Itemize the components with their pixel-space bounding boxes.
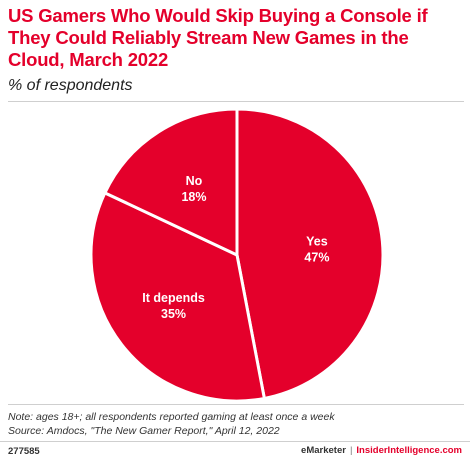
pie-slice-no [103,107,239,257]
slice-label-yes: Yes [306,234,328,248]
source-text: Source: Amdocs, "The New Gamer Report," … [8,425,280,437]
slice-value-yes: 47% [304,250,329,264]
footnote: Note: ages 18+; all respondents reported… [8,410,335,438]
top-divider [8,101,464,102]
chart-subtitle: % of respondents [8,77,133,94]
slice-value-it-depends: 35% [161,307,186,321]
pie-slice-yes [235,107,385,400]
slice-label-no: No [186,174,203,188]
bottom-divider [8,404,464,405]
chart-id: 277585 [8,446,40,457]
pie-slices [89,107,385,403]
pie-slice-it-depends [89,191,266,403]
pie-chart: Yes 47% It depends 35% No 18% [89,107,385,403]
slice-value-no: 18% [181,190,206,204]
footer-brand[interactable]: eMarketer | InsiderIntelligence.com [301,445,462,456]
brand-insider-intelligence[interactable]: InsiderIntelligence.com [356,445,462,456]
chart-title: US Gamers Who Would Skip Buying a Consol… [8,5,428,70]
note-text: Note: ages 18+; all respondents reported… [8,411,335,423]
footer-divider [0,441,470,442]
pie-labels: Yes 47% It depends 35% No 18% [142,174,329,321]
brand-separator: | [349,445,353,456]
slice-label-it-depends: It depends [142,291,205,305]
brand-emarketer[interactable]: eMarketer [301,445,346,456]
